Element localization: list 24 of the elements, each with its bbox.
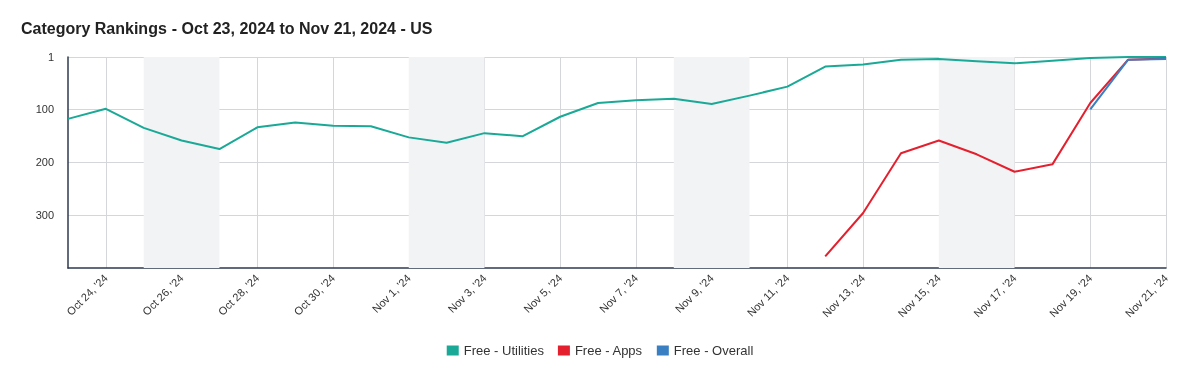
x-tick-label: Nov 19, '24 xyxy=(1046,271,1095,320)
x-tick-label: Nov 5, '24 xyxy=(521,271,565,315)
legend-label: Free - Overall xyxy=(673,343,754,358)
x-tick-label: Nov 21, '24 xyxy=(1122,271,1171,320)
y-tick-label: 1 xyxy=(47,51,54,63)
x-tick-label: Nov 17, '24 xyxy=(971,271,1019,320)
x-tick-label: Oct 26, '24 xyxy=(140,271,186,318)
x-tick-label: Nov 15, '24 xyxy=(895,271,944,320)
y-tick-label: 200 xyxy=(35,156,54,169)
x-tick-label: Oct 24, '24 xyxy=(64,271,111,318)
chart-subtitle: - Oct 23, 2024 to Nov 21, 2024 - US xyxy=(171,19,433,37)
x-tick-label: Oct 30, '24 xyxy=(291,271,338,318)
y-tick-label: 300 xyxy=(35,209,54,222)
x-tick-label: Oct 28, '24 xyxy=(215,271,262,318)
y-tick-label: 100 xyxy=(35,103,54,116)
x-tick-label: Nov 3, '24 xyxy=(445,271,489,315)
x-tick-label: Nov 11, '24 xyxy=(744,271,792,319)
x-tick-label: Nov 9, '24 xyxy=(672,271,716,315)
legend-label: Free - Apps xyxy=(574,343,643,358)
chart-title: Category Rankings xyxy=(21,19,167,37)
x-tick-label: Nov 7, '24 xyxy=(596,271,641,315)
legend-label: Free - Utilities xyxy=(463,343,545,358)
x-tick-label: Nov 13, '24 xyxy=(819,271,868,320)
x-tick-label: Nov 1, '24 xyxy=(369,271,413,315)
